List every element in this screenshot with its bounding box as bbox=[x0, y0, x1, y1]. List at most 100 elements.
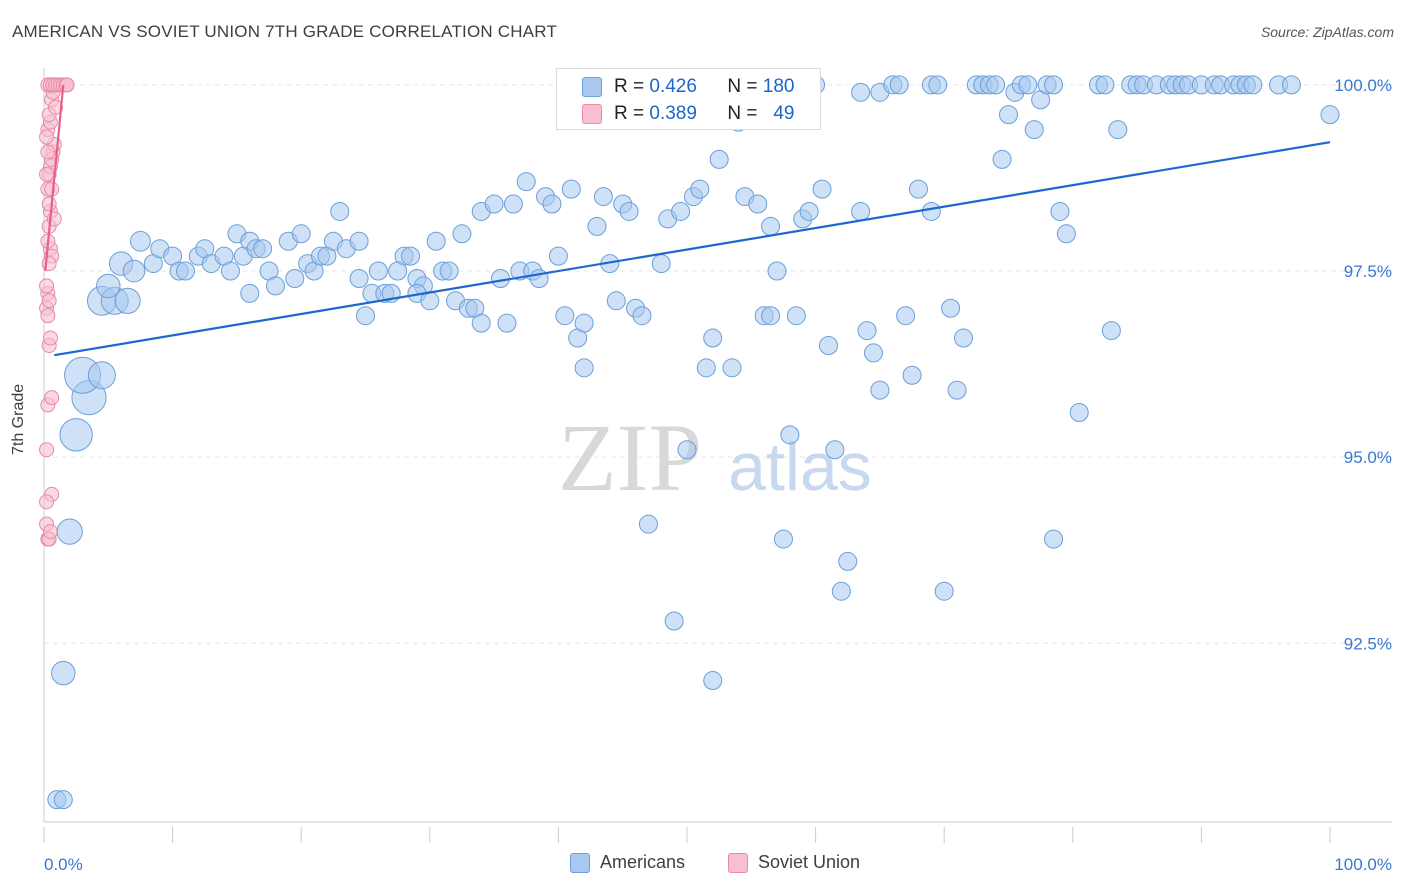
american-point bbox=[555, 306, 575, 326]
american-point bbox=[1101, 321, 1121, 341]
american-point bbox=[349, 231, 369, 251]
american-point bbox=[1108, 120, 1128, 140]
american-point bbox=[799, 201, 819, 221]
r-value: 0.389 bbox=[649, 103, 697, 124]
american-point bbox=[1018, 75, 1038, 95]
american-point bbox=[696, 358, 716, 378]
american-point bbox=[265, 276, 285, 296]
american-point bbox=[825, 440, 845, 460]
n-label: N = bbox=[727, 76, 758, 97]
american-point bbox=[761, 306, 781, 326]
r-value: 0.426 bbox=[649, 76, 697, 97]
american-point bbox=[818, 335, 838, 355]
american-point bbox=[484, 194, 504, 214]
american-point bbox=[1044, 529, 1064, 549]
legend-item-soviet[interactable]: Soviet Union bbox=[728, 852, 860, 873]
american-point bbox=[786, 306, 806, 326]
r-label: R = bbox=[614, 76, 645, 97]
american-point bbox=[516, 172, 536, 192]
american-point bbox=[114, 287, 141, 314]
soviet-swatch bbox=[582, 104, 602, 124]
soviet-point bbox=[39, 166, 55, 182]
american-point bbox=[838, 551, 858, 571]
american-point bbox=[773, 529, 793, 549]
soviet-point bbox=[41, 293, 57, 309]
american-point bbox=[671, 201, 691, 221]
soviet-point bbox=[42, 524, 58, 540]
american-point bbox=[285, 268, 305, 288]
y-tick-label: 100.0% bbox=[1334, 76, 1392, 95]
legend-item-americans[interactable]: Americans bbox=[570, 852, 685, 873]
american-point bbox=[1050, 201, 1070, 221]
american-point bbox=[831, 581, 851, 601]
soviet-point bbox=[44, 390, 60, 406]
american-point bbox=[953, 328, 973, 348]
american-point bbox=[992, 149, 1012, 169]
american-point bbox=[548, 246, 568, 266]
stats-row-americans: R = 0.426 N = 180 bbox=[557, 73, 794, 101]
americans-trend-line bbox=[54, 141, 1331, 357]
american-point bbox=[703, 671, 723, 691]
soviet-point bbox=[41, 256, 57, 272]
soviet-points bbox=[39, 77, 75, 547]
r-label: R = bbox=[614, 103, 645, 124]
american-point bbox=[56, 518, 83, 545]
soviet-point bbox=[39, 442, 55, 458]
american-point bbox=[561, 179, 581, 199]
american-point bbox=[896, 306, 916, 326]
american-point bbox=[59, 418, 93, 452]
american-point bbox=[587, 216, 607, 236]
soviet-point bbox=[39, 494, 55, 510]
american-point bbox=[999, 105, 1018, 125]
soviet-point bbox=[48, 99, 64, 115]
american-point bbox=[632, 306, 652, 326]
stats-row-soviet: R = 0.389 N = 49 bbox=[557, 100, 794, 128]
american-point bbox=[240, 283, 260, 303]
soviet-point bbox=[41, 196, 57, 212]
y-tick-label: 95.0% bbox=[1344, 448, 1392, 467]
stats-legend-box: R = 0.426 N = 180 R = 0.389 N = 49 bbox=[556, 68, 821, 130]
american-point bbox=[175, 261, 195, 281]
american-point bbox=[574, 313, 594, 333]
american-point bbox=[851, 201, 871, 221]
watermark: ZIP atlas bbox=[558, 404, 872, 511]
source-label: Source: ZipAtlas.com bbox=[1260, 24, 1394, 40]
american-point bbox=[1069, 402, 1089, 422]
american-point bbox=[439, 261, 459, 281]
american-point bbox=[722, 358, 742, 378]
bottom-legend: Americans Soviet Union bbox=[0, 852, 1406, 878]
american-point bbox=[122, 259, 146, 283]
american-point bbox=[349, 268, 369, 288]
american-point bbox=[130, 230, 151, 252]
american-point bbox=[1024, 120, 1044, 140]
american-point bbox=[1320, 105, 1340, 125]
y-tick-label: 92.5% bbox=[1344, 634, 1392, 653]
chart-title: AMERICAN VS SOVIET UNION 7TH GRADE CORRE… bbox=[12, 22, 558, 41]
american-point bbox=[253, 239, 273, 259]
watermark-atlas: atlas bbox=[728, 429, 872, 505]
legend-swatch-soviet bbox=[728, 852, 748, 873]
american-point bbox=[703, 328, 723, 348]
soviet-point bbox=[39, 278, 55, 294]
legend-label-soviet: Soviet Union bbox=[758, 852, 861, 872]
american-point bbox=[709, 149, 729, 169]
tick-labels: 100.0% 97.5% 95.0% 92.5% 0.0% 100.0% bbox=[44, 76, 1392, 874]
watermark-zip: ZIP bbox=[558, 404, 702, 511]
american-point bbox=[503, 194, 523, 214]
american-point bbox=[1281, 75, 1301, 95]
n-value: 180 bbox=[762, 76, 795, 97]
soviet-point bbox=[40, 144, 56, 160]
american-point bbox=[497, 313, 517, 333]
american-point bbox=[388, 261, 408, 281]
soviet-point bbox=[40, 308, 56, 324]
american-point bbox=[220, 261, 240, 281]
american-point bbox=[767, 261, 787, 281]
american-point bbox=[921, 201, 941, 221]
american-point bbox=[619, 201, 639, 221]
american-point bbox=[593, 187, 613, 207]
american-point bbox=[934, 581, 954, 601]
legend-swatch-americans bbox=[570, 852, 590, 873]
american-point bbox=[664, 611, 684, 631]
american-point bbox=[677, 440, 697, 460]
